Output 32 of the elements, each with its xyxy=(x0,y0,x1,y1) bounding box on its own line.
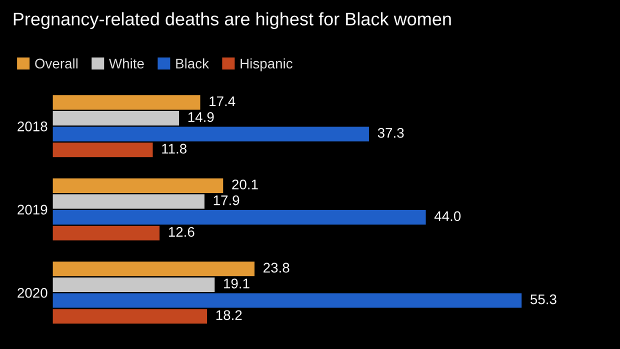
data-label: 23.8 xyxy=(264,262,290,273)
legend-label: Black xyxy=(176,58,210,69)
data-label: 14.9 xyxy=(188,112,214,122)
y-tick-label: 2019 xyxy=(18,204,48,215)
legend-label: Hispanic xyxy=(240,58,292,72)
data-label: 18.2 xyxy=(216,310,242,320)
data-label: 17.9 xyxy=(214,195,240,206)
y-tick-label: 2018 xyxy=(18,122,48,132)
data-label: 37.3 xyxy=(378,128,404,138)
bar xyxy=(52,262,255,276)
data-label: 20.1 xyxy=(232,180,258,190)
data-label: 11.8 xyxy=(162,144,186,154)
bar xyxy=(52,226,160,240)
bar xyxy=(52,309,208,324)
bar xyxy=(52,110,180,126)
data-label: 19.1 xyxy=(224,278,250,288)
bar xyxy=(52,142,153,158)
legend-label: White xyxy=(109,58,144,69)
bar xyxy=(52,178,224,193)
data-label: 12.6 xyxy=(168,227,194,237)
y-tick-label: 2020 xyxy=(18,288,48,298)
data-label: 44.0 xyxy=(434,211,461,222)
bar xyxy=(52,95,200,110)
bar xyxy=(52,277,215,292)
legend-label: Overall xyxy=(35,58,78,69)
data-label: 17.4 xyxy=(210,96,236,106)
bar xyxy=(52,194,204,209)
bar xyxy=(52,126,369,142)
data-label: 55.3 xyxy=(530,294,556,304)
bar xyxy=(52,293,522,308)
chart-title: Pregnancy-related deaths are highest for Black women xyxy=(14,12,451,30)
bar xyxy=(52,210,426,225)
